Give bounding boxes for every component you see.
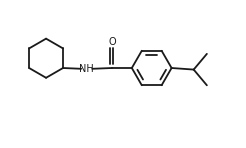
Text: O: O (108, 37, 116, 47)
Text: NH: NH (79, 64, 94, 74)
